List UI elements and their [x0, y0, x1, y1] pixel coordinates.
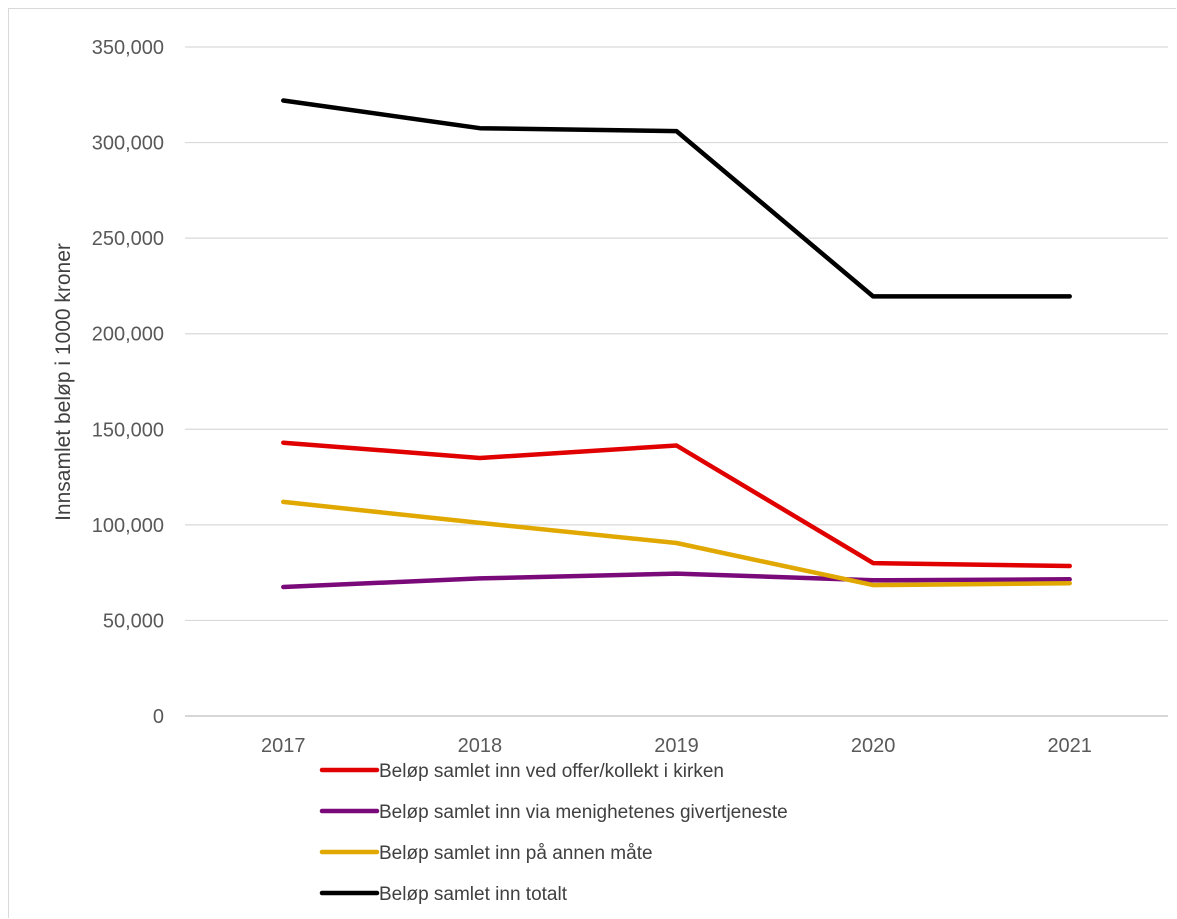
- legend-label: Beløp samlet inn på annen måte: [379, 843, 653, 864]
- x-axis-ticks: 2017 2018 2019 2020 2021: [261, 735, 1092, 757]
- legend-label: Beløp samlet inn totalt: [379, 884, 568, 905]
- y-tick-label: 300,000: [92, 133, 164, 155]
- y-axis-ticks: 0 50,000 100,000 150,000 200,000 250,000 300,0…: [92, 37, 164, 728]
- series-line-3: [281, 499, 1072, 588]
- x-tick-label: 2019: [654, 735, 699, 757]
- y-tick-label: 200,000: [92, 324, 164, 346]
- gridlines: [185, 46, 1168, 717]
- legend: Beløp samlet inn ved offer/kollekt i kir…: [319, 761, 788, 905]
- series-line-4: [281, 98, 1072, 299]
- legend-label: Beløp samlet inn ved offer/kollekt i kir…: [379, 761, 724, 782]
- y-axis-label: Innsamlet beløp i 1000 kroner: [52, 243, 75, 521]
- chart-frame: [8, 8, 1176, 918]
- y-tick-label: 0: [153, 706, 164, 728]
- legend-label: Beløp samlet inn via menighetenes givert…: [379, 802, 788, 823]
- y-tick-label: 250,000: [92, 228, 164, 250]
- series-lines: [281, 98, 1072, 590]
- x-tick-label: 2018: [458, 735, 503, 757]
- y-tick-label: 100,000: [92, 515, 164, 537]
- y-tick-label: 150,000: [92, 419, 164, 441]
- x-tick-label: 2017: [261, 735, 306, 757]
- series-line-1: [281, 440, 1072, 569]
- y-tick-label: 350,000: [92, 37, 164, 59]
- y-tick-label: 50,000: [103, 610, 164, 632]
- x-tick-label: 2020: [851, 735, 896, 757]
- x-tick-label: 2021: [1047, 735, 1092, 757]
